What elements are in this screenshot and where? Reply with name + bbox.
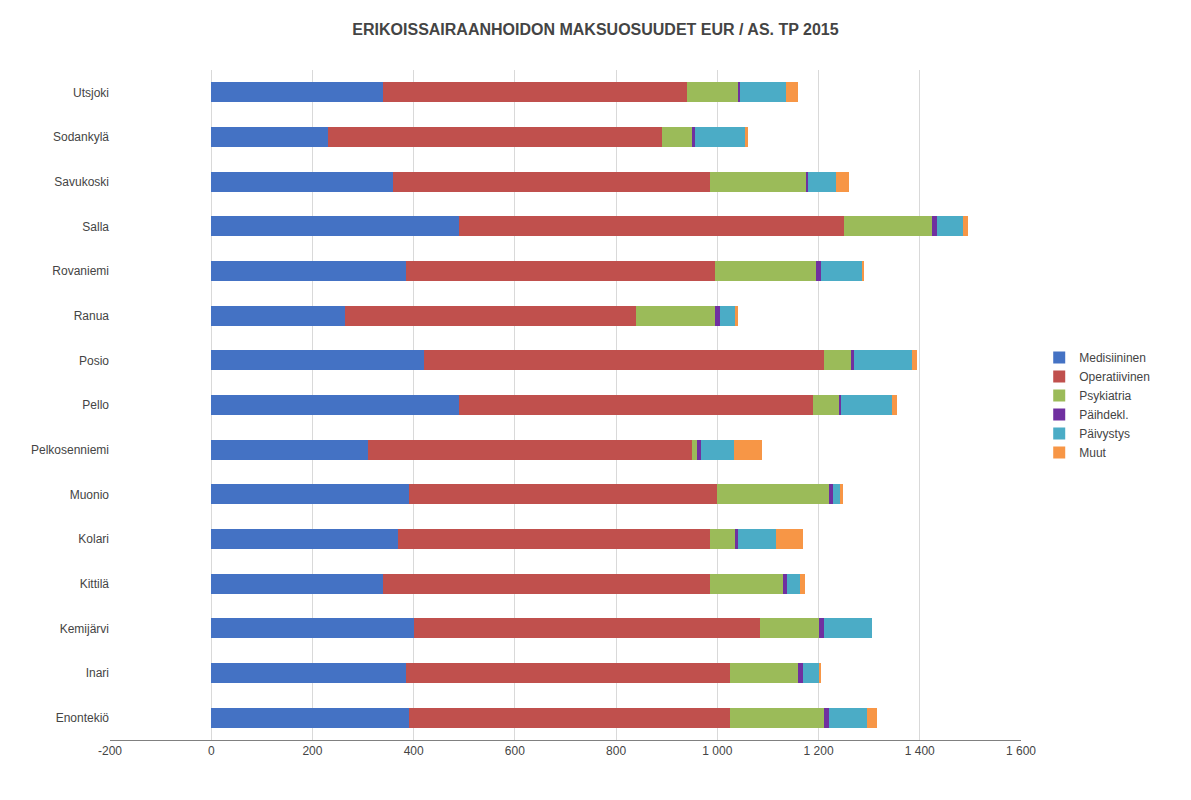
- svg-text:800: 800: [606, 744, 626, 758]
- svg-text:Pello: Pello: [82, 398, 109, 412]
- svg-text:-200: -200: [98, 744, 122, 758]
- svg-text:400: 400: [404, 744, 424, 758]
- svg-text:Operatiivinen: Operatiivinen: [1079, 370, 1150, 384]
- svg-text:Enontekiö: Enontekiö: [56, 711, 110, 725]
- svg-text:Muut: Muut: [1079, 446, 1106, 460]
- svg-text:Sodankylä: Sodankylä: [53, 130, 109, 144]
- svg-text:Kemijärvi: Kemijärvi: [60, 622, 109, 636]
- svg-text:Inari: Inari: [86, 666, 109, 680]
- svg-text:Pelkosenniemi: Pelkosenniemi: [31, 443, 109, 457]
- svg-text:Kittilä: Kittilä: [80, 577, 110, 591]
- svg-text:Kolari: Kolari: [78, 532, 109, 546]
- svg-text:ERIKOISSAIRAANHOIDON MAKSUOSUU: ERIKOISSAIRAANHOIDON MAKSUOSUUDET EUR / …: [352, 21, 838, 38]
- svg-text:Psykiatria: Psykiatria: [1079, 389, 1131, 403]
- svg-text:Päihdekl.: Päihdekl.: [1079, 408, 1128, 422]
- svg-text:200: 200: [302, 744, 322, 758]
- svg-text:Medisiininen: Medisiininen: [1079, 351, 1146, 365]
- svg-text:Savukoski: Savukoski: [54, 175, 109, 189]
- svg-text:0: 0: [208, 744, 215, 758]
- svg-text:Utsjoki: Utsjoki: [73, 86, 109, 100]
- svg-text:1 600: 1 600: [1006, 744, 1036, 758]
- svg-text:Salla: Salla: [82, 220, 109, 234]
- svg-text:Päivystys: Päivystys: [1079, 427, 1130, 441]
- svg-text:Ranua: Ranua: [74, 309, 110, 323]
- svg-text:1 400: 1 400: [905, 744, 935, 758]
- svg-text:600: 600: [505, 744, 525, 758]
- svg-text:Rovaniemi: Rovaniemi: [52, 264, 109, 278]
- svg-text:Muonio: Muonio: [70, 488, 110, 502]
- svg-text:Posio: Posio: [79, 354, 109, 368]
- svg-text:1 200: 1 200: [804, 744, 834, 758]
- svg-text:1 000: 1 000: [702, 744, 732, 758]
